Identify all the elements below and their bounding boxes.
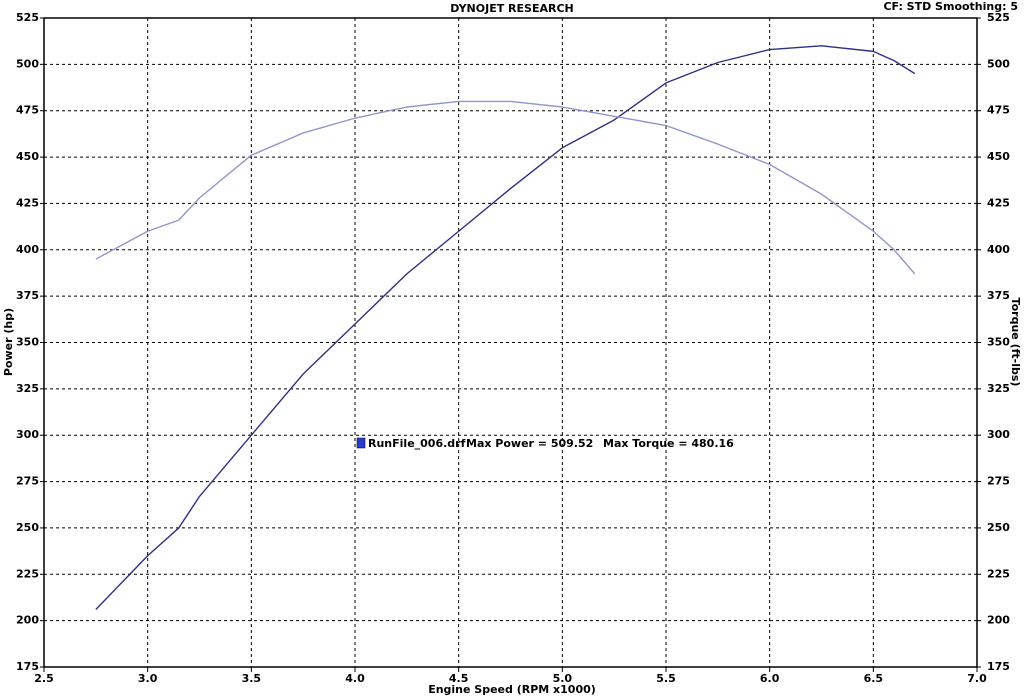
y-tick-label: 300 bbox=[16, 428, 39, 441]
y2-tick-label: 400 bbox=[987, 243, 1010, 256]
y2-tick-label: 300 bbox=[987, 428, 1010, 441]
x-tick-label: 7.0 bbox=[967, 672, 987, 685]
x-tick-label: 2.5 bbox=[34, 672, 54, 685]
legend-file: RunFile_006.drf bbox=[368, 437, 466, 450]
y-tick-label: 225 bbox=[16, 567, 39, 580]
y-tick-label: 325 bbox=[16, 382, 39, 395]
y2-tick-label: 450 bbox=[987, 150, 1010, 163]
y-tick-label: 475 bbox=[16, 104, 39, 117]
y2-tick-label: 375 bbox=[987, 289, 1010, 302]
y-tick-label: 275 bbox=[16, 475, 39, 488]
y-axis-label: Power (hp) bbox=[2, 308, 15, 376]
y2-tick-label: 275 bbox=[987, 475, 1010, 488]
x-tick-label: 6.0 bbox=[760, 672, 780, 685]
legend-torque: Max Torque = 480.16 bbox=[603, 437, 734, 450]
chart-title: DYNOJET RESEARCH bbox=[450, 2, 573, 15]
x-tick-label: 4.5 bbox=[449, 672, 469, 685]
y2-tick-label: 200 bbox=[987, 614, 1010, 627]
y-tick-label: 350 bbox=[16, 336, 39, 349]
y-tick-label: 525 bbox=[16, 11, 39, 24]
y2-tick-label: 475 bbox=[987, 104, 1010, 117]
x-tick-label: 4.0 bbox=[345, 672, 365, 685]
y-tick-label: 400 bbox=[16, 243, 39, 256]
legend-swatch bbox=[356, 437, 366, 449]
y-tick-label: 200 bbox=[16, 614, 39, 627]
series-line bbox=[95, 45, 916, 611]
y2-tick-label: 525 bbox=[987, 11, 1010, 24]
y2-tick-label: 250 bbox=[987, 521, 1010, 534]
y2-tick-label: 425 bbox=[987, 196, 1010, 209]
plot-frame bbox=[43, 17, 978, 668]
x-tick-label: 3.0 bbox=[138, 672, 158, 685]
y-tick-label: 175 bbox=[16, 660, 39, 673]
y-tick-label: 450 bbox=[16, 150, 39, 163]
y-tick-label: 425 bbox=[16, 196, 39, 209]
y2-axis-label: Torque (ft-lbs) bbox=[1009, 298, 1022, 387]
y2-tick-label: 175 bbox=[987, 660, 1010, 673]
y-tick-label: 250 bbox=[16, 521, 39, 534]
y2-tick-label: 225 bbox=[987, 567, 1010, 580]
y2-tick-label: 325 bbox=[987, 382, 1010, 395]
chart-subtitle: CF: STD Smoothing: 5 bbox=[883, 0, 1018, 13]
legend-power: Max Power = 509.52 bbox=[466, 437, 593, 450]
x-tick-label: 5.0 bbox=[553, 672, 573, 685]
y2-tick-label: 500 bbox=[987, 57, 1010, 70]
x-tick-label: 5.5 bbox=[656, 672, 676, 685]
x-tick-label: 3.5 bbox=[242, 672, 262, 685]
x-axis-label: Engine Speed (RPM x1000) bbox=[428, 683, 596, 696]
y2-tick-label: 350 bbox=[987, 336, 1010, 349]
y-tick-label: 375 bbox=[16, 289, 39, 302]
y-tick-label: 500 bbox=[16, 57, 39, 70]
x-tick-label: 6.5 bbox=[864, 672, 884, 685]
series-line bbox=[95, 100, 916, 275]
